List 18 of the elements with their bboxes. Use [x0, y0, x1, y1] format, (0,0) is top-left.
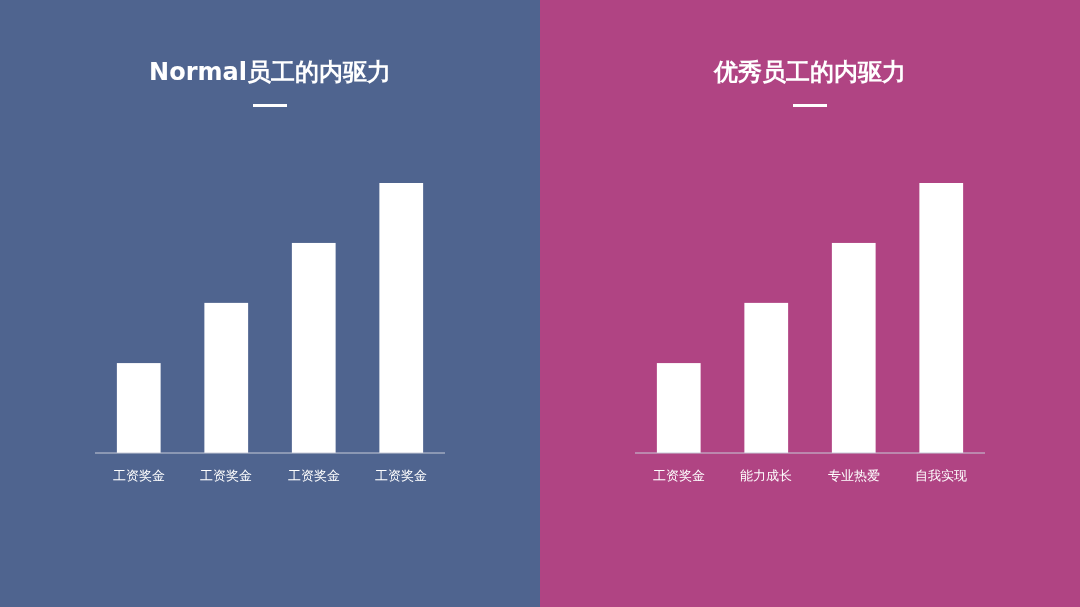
bar [919, 183, 964, 453]
bar [831, 242, 876, 453]
x-tick-label: 工资奖金 [375, 468, 428, 483]
x-tick-label: 能力成长 [740, 468, 793, 483]
x-tick-label: 工资奖金 [112, 468, 165, 483]
bar [291, 242, 336, 453]
bar [744, 302, 789, 453]
bar [116, 363, 161, 453]
x-tick-label: 专业热爱 [827, 468, 880, 483]
x-tick-label: 工资奖金 [287, 468, 340, 483]
x-tick-label: 工资奖金 [652, 468, 705, 483]
bar [656, 363, 701, 453]
x-tick-label: 工资奖金 [200, 468, 253, 483]
chart-title: 优秀员工的内驱力 [713, 58, 906, 86]
bar [204, 302, 249, 453]
x-tick-label: 自我实现 [915, 468, 968, 483]
bar [379, 183, 424, 453]
chart-title: Normal员工的内驱力 [149, 58, 391, 86]
